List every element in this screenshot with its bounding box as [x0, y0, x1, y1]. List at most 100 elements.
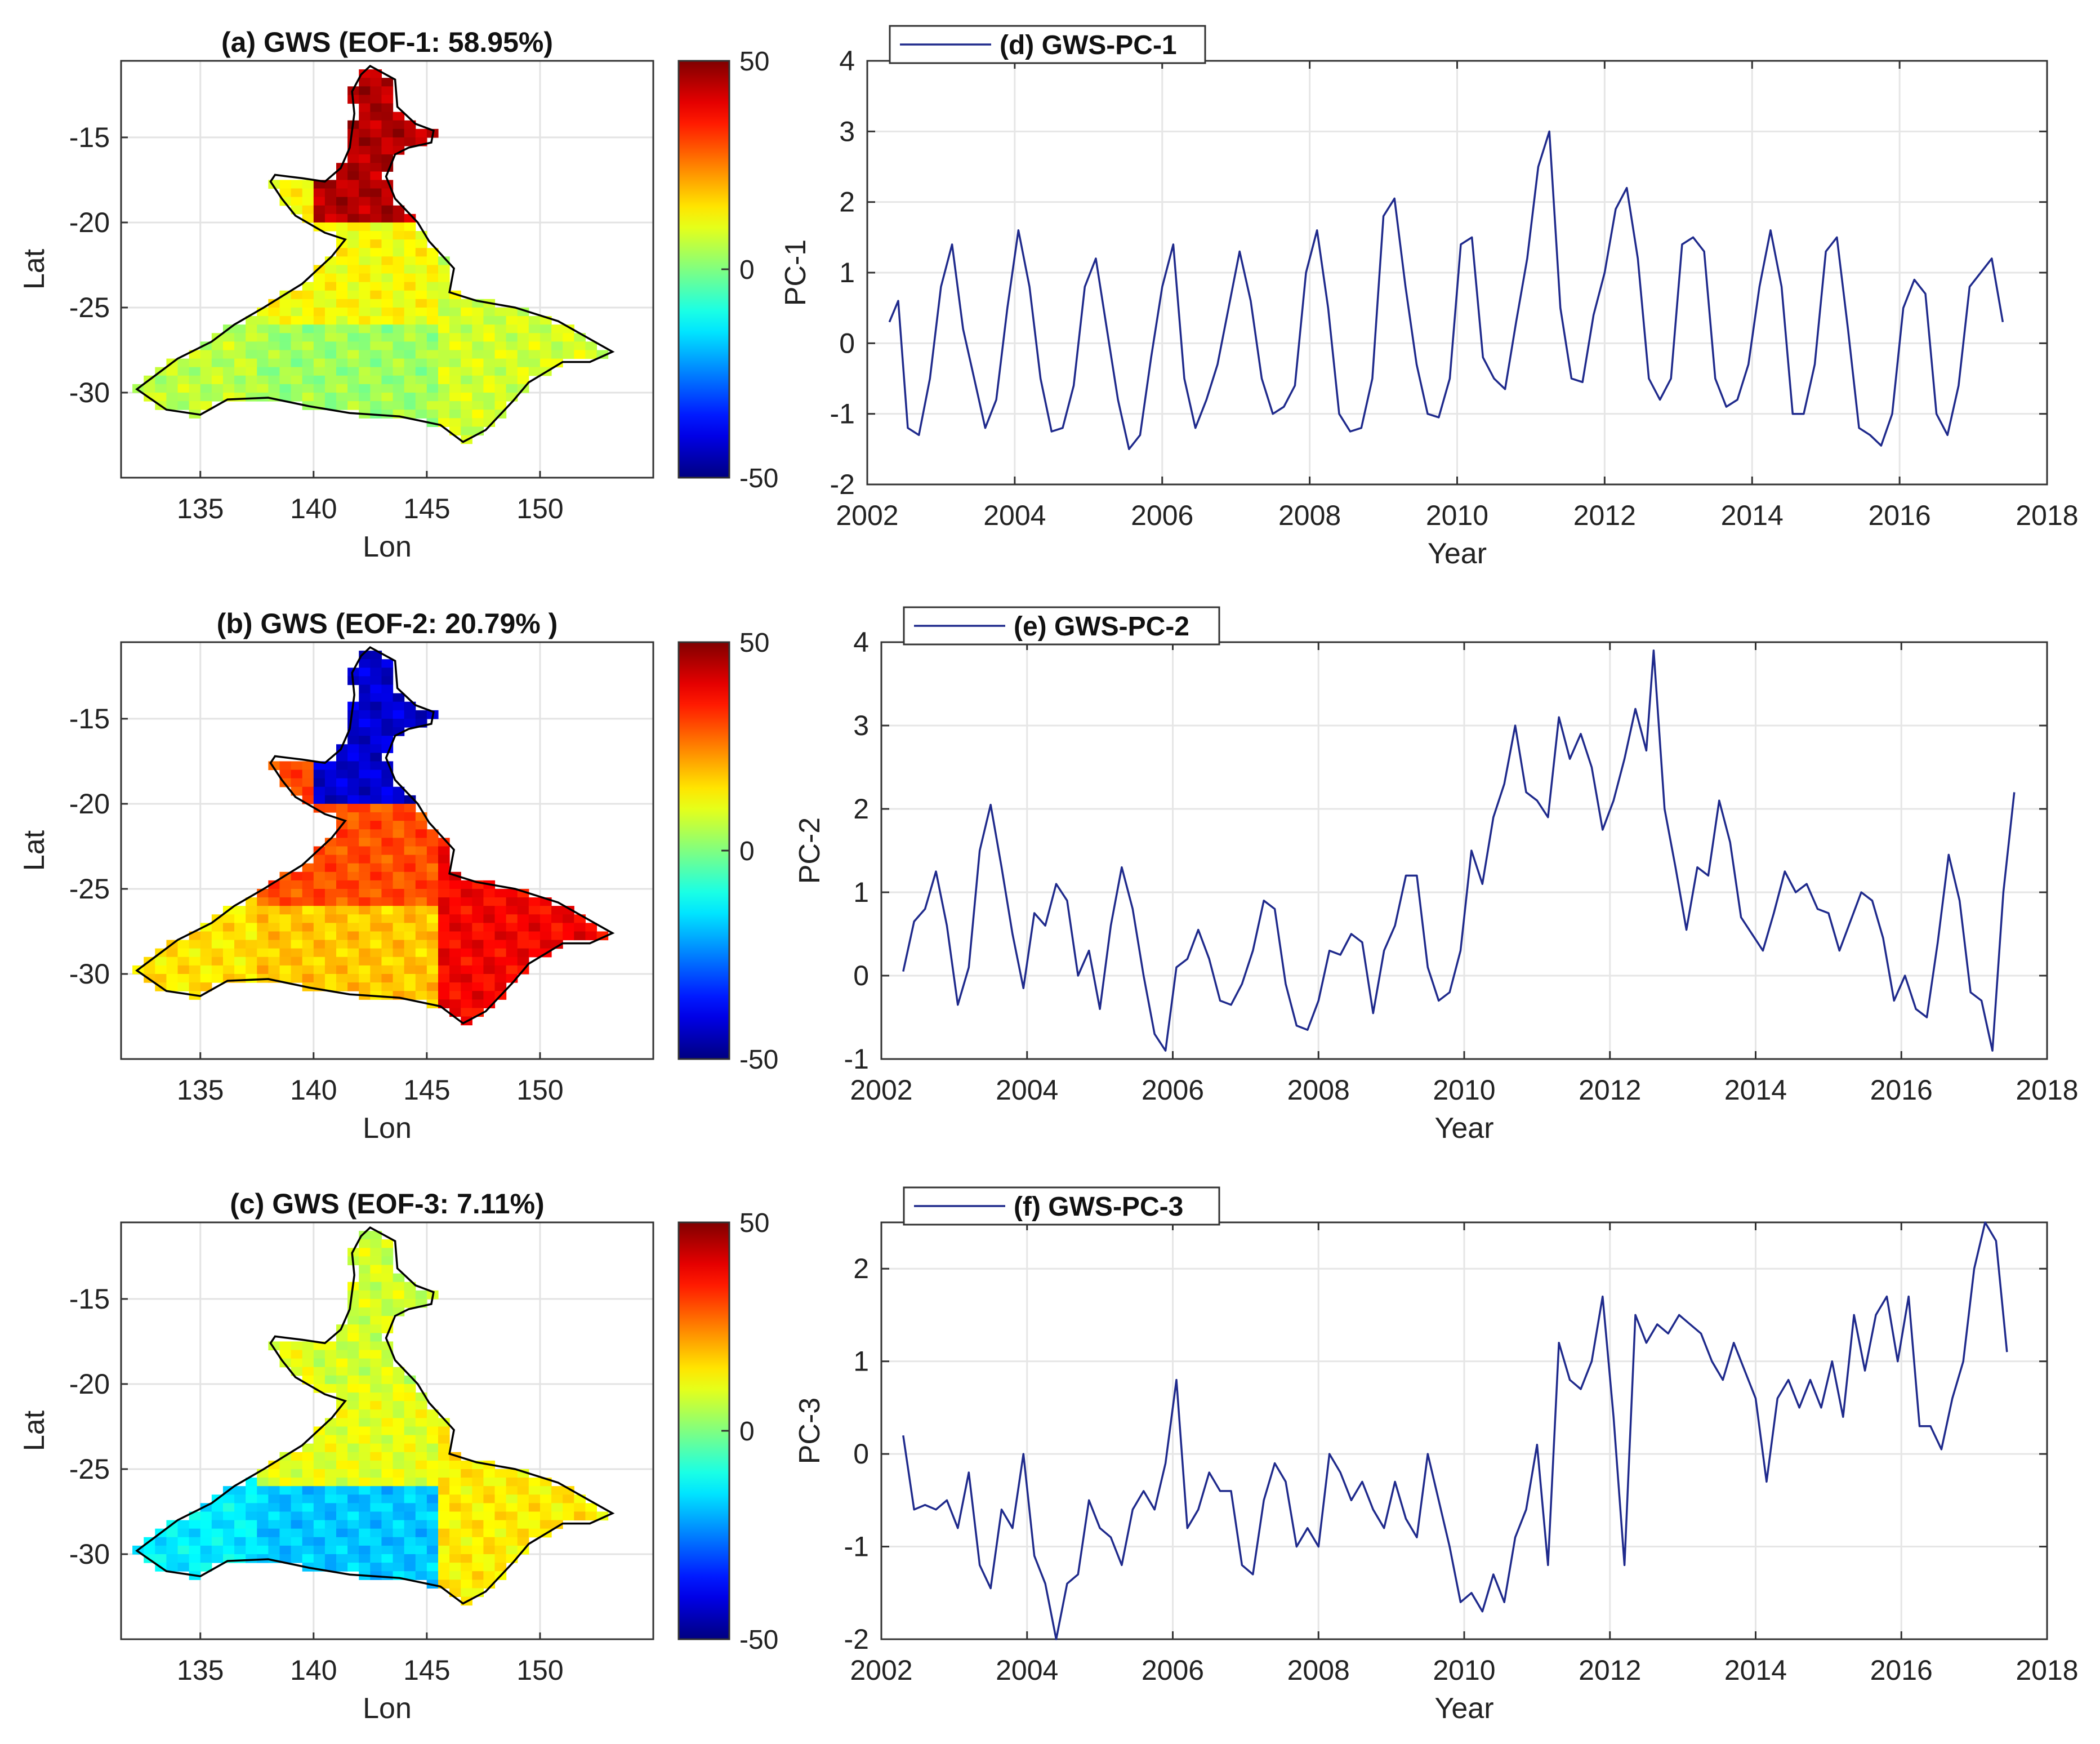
map-cell [449, 940, 461, 949]
map-cell [279, 1537, 292, 1546]
map-cell [438, 341, 450, 351]
map-cell [291, 1511, 303, 1521]
map-cell [336, 1409, 348, 1418]
map-cell [359, 1545, 371, 1555]
map-cell [257, 324, 269, 333]
map-cell [415, 1401, 427, 1410]
map-cell [359, 1392, 371, 1402]
map-cell [177, 965, 190, 975]
map-cell [370, 769, 382, 779]
map-cell [381, 1443, 394, 1453]
map-cell [166, 982, 179, 991]
map-cell [370, 1256, 382, 1266]
map-cell [494, 1520, 507, 1529]
map-cell [234, 341, 246, 351]
map-cell [438, 1418, 450, 1427]
map-cell [370, 829, 382, 838]
map-cell [347, 1563, 359, 1572]
map-cell [234, 948, 246, 958]
map-cell [551, 931, 563, 941]
map-cell [359, 1511, 371, 1521]
map-cell [370, 1282, 382, 1291]
map-cell [574, 923, 586, 932]
map-cell [313, 1554, 326, 1563]
map-cell [268, 880, 280, 889]
map-cell [370, 812, 382, 821]
map-cell [347, 205, 359, 215]
map-cell [438, 1537, 450, 1546]
map-cell [381, 1239, 394, 1248]
map-cell [461, 384, 472, 393]
map-cell [461, 1460, 472, 1470]
map-cell [415, 1426, 427, 1436]
legend-label: (e) GWS-PC-2 [1014, 612, 1189, 642]
map-cell [257, 375, 269, 385]
map-cell [359, 753, 371, 762]
map-cell [234, 1554, 246, 1563]
map-xtick-label: 140 [290, 1654, 337, 1686]
map-cell [336, 1443, 348, 1453]
map-cell [483, 1545, 496, 1555]
map-cell [359, 1248, 371, 1257]
map-cell [246, 897, 257, 906]
map-cell [189, 973, 201, 983]
map-cell [291, 392, 303, 402]
map-cell [313, 384, 326, 393]
map-cell [359, 282, 371, 291]
map-cell [324, 914, 337, 923]
map-cell [494, 307, 507, 317]
map-cell [359, 727, 371, 736]
map-cell [347, 171, 359, 181]
map-cell [393, 914, 405, 923]
map-cell [528, 1503, 541, 1512]
map-cell [461, 923, 472, 932]
map-cell [381, 1563, 394, 1572]
map-cell [291, 1503, 303, 1512]
map-cell [426, 1418, 439, 1427]
map-cell [370, 940, 382, 949]
map-cell [313, 1486, 326, 1495]
map-cell [370, 1350, 382, 1359]
map-cell [370, 1392, 382, 1402]
map-cell [506, 384, 518, 393]
map-cell [415, 1511, 427, 1521]
map-cell [279, 1511, 292, 1521]
map-cell [370, 1324, 382, 1333]
map-ytick-label: -25 [69, 1453, 110, 1485]
map-cell [449, 1469, 461, 1478]
map-cell [381, 1358, 394, 1368]
map-cell [257, 1537, 269, 1546]
map-cell [359, 1401, 371, 1410]
map-cell [461, 358, 472, 368]
map-cell [336, 392, 348, 402]
map-cell [528, 367, 541, 376]
pc-xtick-label: 2008 [1278, 500, 1341, 531]
map-cell [483, 1537, 496, 1546]
map-cell [359, 693, 371, 702]
map-cell [347, 1316, 359, 1325]
map-cell [324, 392, 337, 402]
pc-ytick-label: -1 [830, 398, 855, 430]
map-cell [563, 914, 574, 923]
map-cell [200, 375, 212, 385]
map-cell [313, 392, 326, 402]
map-cell [257, 931, 269, 941]
map-cell [268, 1503, 280, 1512]
map-cell [268, 888, 280, 898]
map-cell [336, 855, 348, 864]
map-cell [279, 761, 292, 771]
map-cell [234, 367, 246, 376]
map-cell [302, 888, 314, 898]
map-cell [279, 1494, 292, 1503]
map-cell [381, 1503, 394, 1512]
map-cell [370, 1426, 382, 1436]
map-cell [415, 358, 427, 368]
map-cell [336, 973, 348, 983]
map-cell [393, 1273, 405, 1283]
map-cell [347, 307, 359, 317]
pc-panel-f: 2002 2004 2006 2008 2010 2012 2014 2016 2018210-… [793, 1186, 2079, 1725]
map-cell [370, 120, 382, 130]
map-cell [257, 965, 269, 975]
map-cell [426, 923, 439, 932]
map-cell [393, 341, 405, 351]
